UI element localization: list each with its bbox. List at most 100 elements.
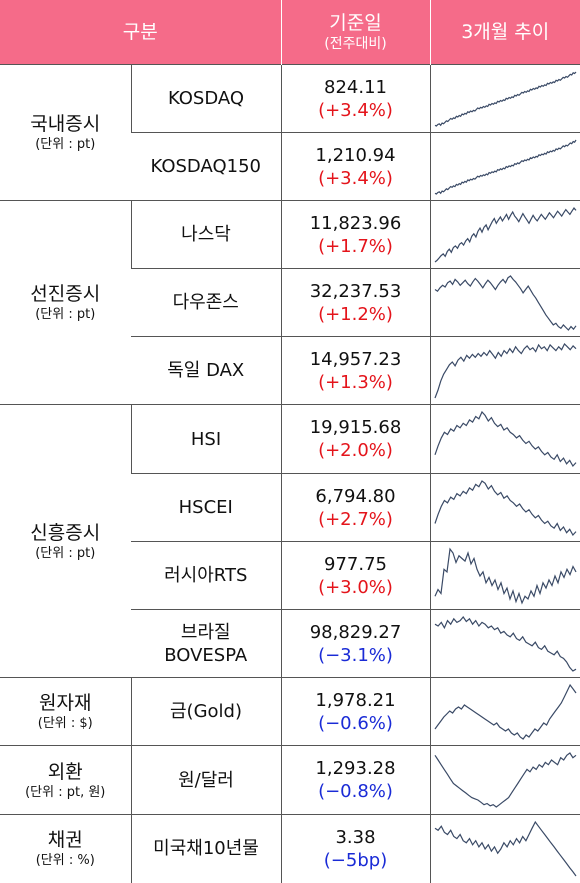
trend-line: [435, 72, 576, 126]
trend-cell: [430, 133, 580, 201]
trend-cell: [430, 746, 580, 815]
trend-sparkline: [431, 747, 580, 813]
category-unit: (단위 : $): [0, 715, 131, 732]
index-name: HSI: [131, 405, 281, 474]
trend-sparkline: [431, 338, 580, 404]
trend-cell: [430, 815, 580, 883]
index-value: 98,829.27: [282, 621, 430, 644]
trend-sparkline: [431, 475, 580, 541]
trend-sparkline: [431, 66, 580, 132]
value-cell: 1,293.28(−0.8%): [281, 746, 430, 815]
category-name: 원자재: [0, 691, 131, 715]
category-cell: 외환(단위 : pt, 원): [0, 746, 131, 815]
index-value: 3.38: [282, 826, 430, 849]
index-value: 1,210.94: [282, 144, 430, 167]
trend-line: [435, 481, 576, 535]
trend-cell: [430, 337, 580, 405]
index-value: 19,915.68: [282, 416, 430, 439]
category-cell: 채권(단위 : %): [0, 815, 131, 883]
trend-cell: [430, 542, 580, 610]
value-cell: 3.38(−5bp): [281, 815, 430, 883]
value-cell: 1,978.21(−0.6%): [281, 678, 430, 746]
category-unit: (단위 : %): [0, 852, 131, 869]
index-name: 미국채10년물: [131, 815, 281, 883]
value-cell: 6,794.80(+2.7%): [281, 474, 430, 542]
category-unit: (단위 : pt): [0, 136, 131, 153]
weekly-change: (−3.1%): [282, 644, 430, 667]
value-cell: 824.11(+3.4%): [281, 65, 430, 133]
trend-line: [435, 208, 576, 262]
header-trend: 3개월 추이: [430, 0, 580, 65]
category-cell: 신흥증시(단위 : pt): [0, 405, 131, 678]
header-base-date-label: 기준일: [282, 11, 430, 35]
category-unit: (단위 : pt, 원): [0, 784, 131, 801]
trend-line: [435, 344, 576, 398]
trend-sparkline: [431, 816, 580, 882]
trend-cell: [430, 610, 580, 678]
trend-cell: [430, 405, 580, 474]
category-cell: 선진증시(단위 : pt): [0, 201, 131, 405]
category-cell: 원자재(단위 : $): [0, 678, 131, 746]
value-cell: 11,823.96(+1.7%): [281, 201, 430, 269]
trend-sparkline: [431, 679, 580, 745]
value-cell: 98,829.27(−3.1%): [281, 610, 430, 678]
header-base-date-sub: (전주대비): [282, 35, 430, 53]
trend-line: [435, 276, 576, 330]
trend-sparkline: [431, 202, 580, 268]
index-value: 11,823.96: [282, 212, 430, 235]
index-name: 금(Gold): [131, 678, 281, 746]
weekly-change: (−0.6%): [282, 712, 430, 735]
header-base-date: 기준일 (전주대비): [281, 0, 430, 65]
trend-sparkline: [431, 134, 580, 200]
index-name: 다우존스: [131, 269, 281, 337]
index-name: KOSDAQ150: [131, 133, 281, 201]
trend-line: [435, 685, 576, 739]
index-value: 1,978.21: [282, 689, 430, 712]
weekly-change: (+3.0%): [282, 576, 430, 599]
trend-cell: [430, 65, 580, 133]
value-cell: 1,210.94(+3.4%): [281, 133, 430, 201]
trend-line: [435, 412, 576, 466]
category-unit: (단위 : pt): [0, 545, 131, 562]
category-name: 채권: [0, 828, 131, 852]
index-value: 1,293.28: [282, 757, 430, 780]
index-name: KOSDAQ: [131, 65, 281, 133]
category-name: 선진증시: [0, 282, 131, 306]
weekly-change: (−0.8%): [282, 780, 430, 803]
trend-sparkline: [431, 543, 580, 609]
category-name: 신흥증시: [0, 521, 131, 545]
weekly-change: (+1.3%): [282, 371, 430, 394]
weekly-change: (+3.4%): [282, 167, 430, 190]
trend-sparkline: [431, 406, 580, 472]
index-name: 독일 DAX: [131, 337, 281, 405]
trend-sparkline: [431, 611, 580, 677]
trend-line: [435, 822, 576, 876]
index-name: 브라질 BOVESPA: [131, 610, 281, 678]
weekly-change: (+3.4%): [282, 99, 430, 122]
index-name: HSCEI: [131, 474, 281, 542]
category-name: 외환: [0, 760, 131, 784]
trend-cell: [430, 678, 580, 746]
index-value: 824.11: [282, 76, 430, 99]
header-category-label: 구분: [0, 20, 281, 44]
trend-cell: [430, 269, 580, 337]
trend-line: [435, 617, 576, 671]
header-category: 구분: [0, 0, 281, 65]
weekly-change: (−5bp): [282, 849, 430, 872]
header-trend-label: 3개월 추이: [431, 20, 580, 44]
category-name: 국내증시: [0, 112, 131, 136]
index-value: 32,237.53: [282, 280, 430, 303]
weekly-change: (+2.0%): [282, 439, 430, 462]
trend-line: [435, 549, 576, 603]
trend-cell: [430, 201, 580, 269]
category-cell: 국내증시(단위 : pt): [0, 65, 131, 201]
weekly-change: (+1.7%): [282, 235, 430, 258]
value-cell: 977.75(+3.0%): [281, 542, 430, 610]
index-value: 14,957.23: [282, 348, 430, 371]
category-unit: (단위 : pt): [0, 306, 131, 323]
index-value: 977.75: [282, 553, 430, 576]
